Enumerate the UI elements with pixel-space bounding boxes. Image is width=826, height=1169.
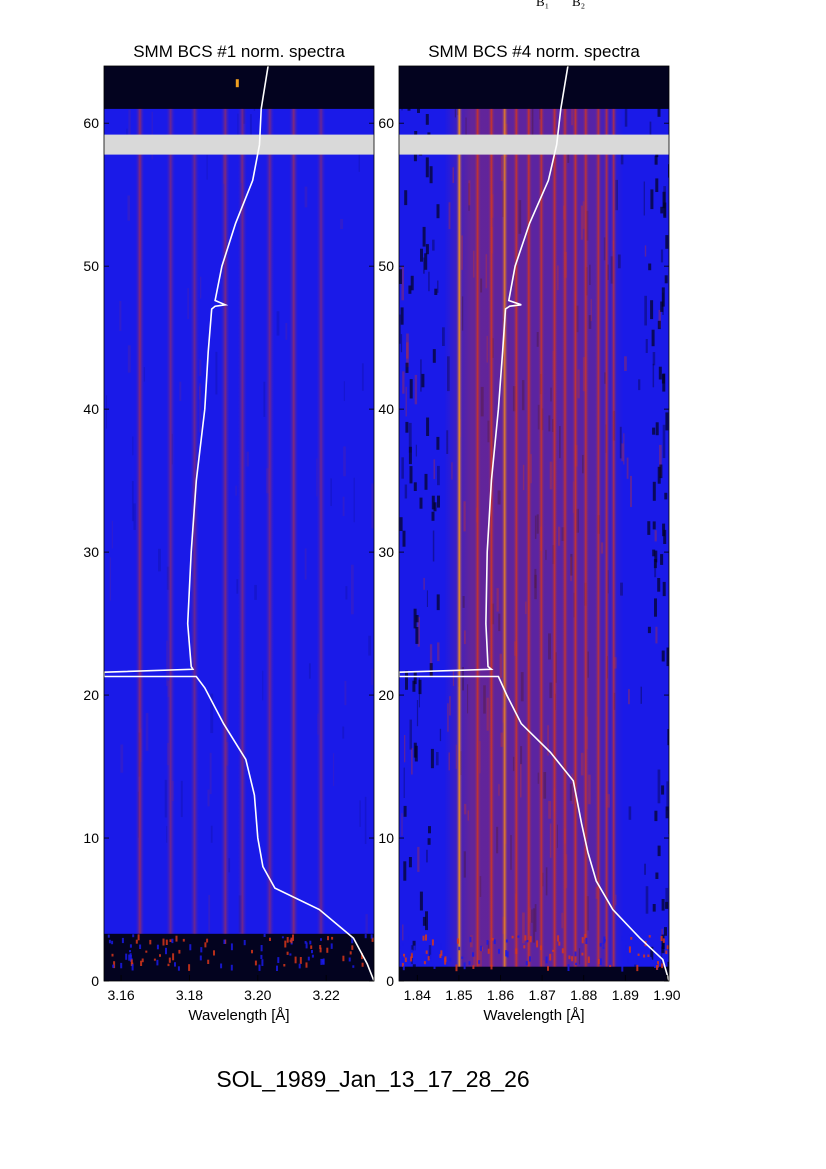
figure-caption: SOL_1989_Jan_13_17_28_26 bbox=[216, 1066, 530, 1092]
y-tick-label: 40 bbox=[83, 401, 99, 417]
spectral-line bbox=[189, 66, 200, 981]
gap-band-dark bbox=[104, 933, 374, 981]
x-tick-label: 3.22 bbox=[313, 987, 340, 1003]
spectral-line bbox=[220, 66, 231, 981]
x-tick-label: 1.88 bbox=[570, 987, 597, 1003]
y-tick-label: 0 bbox=[386, 973, 394, 989]
y-tick-label: 30 bbox=[83, 544, 99, 560]
x-axis-label: Wavelength [Å] bbox=[483, 1007, 584, 1024]
x-tick-label: 1.89 bbox=[612, 987, 639, 1003]
x-tick-label: 3.18 bbox=[176, 987, 203, 1003]
y-tick-label: 60 bbox=[378, 115, 394, 131]
gap-band-grey bbox=[104, 134, 374, 155]
spectral-line bbox=[288, 66, 299, 981]
y-tick-label: 50 bbox=[83, 258, 99, 274]
x-tick-label: 1.87 bbox=[528, 987, 555, 1003]
y-tick-label: 20 bbox=[378, 687, 394, 703]
x-axis-label: Wavelength [Å] bbox=[188, 1007, 289, 1024]
hot-pixel-marker bbox=[235, 79, 239, 88]
y-tick-label: 10 bbox=[378, 830, 394, 846]
spectra-panel-2: SMM BCS #4 norm. spectra 0 10 20 30 40 50 60 1.8… bbox=[378, 42, 680, 1024]
gap-band-dark bbox=[399, 966, 669, 981]
top-label-b2: B₂ bbox=[572, 0, 586, 9]
chart-title: SMM BCS #4 norm. spectra bbox=[428, 42, 640, 61]
gap-band-grey bbox=[399, 134, 669, 155]
y-tick-label: 0 bbox=[91, 973, 99, 989]
spectral-line bbox=[264, 66, 275, 981]
x-tick-label: 1.86 bbox=[487, 987, 514, 1003]
y-tick-label: 40 bbox=[378, 401, 394, 417]
overlay-curve bbox=[399, 66, 669, 981]
spectral-line bbox=[237, 66, 248, 981]
y-tick-label: 60 bbox=[83, 115, 99, 131]
x-tick-label: 1.84 bbox=[404, 987, 431, 1003]
plot-frame bbox=[103, 65, 375, 982]
y-tick-label: 30 bbox=[378, 544, 394, 560]
y-tick-label: 50 bbox=[378, 258, 394, 274]
spectral-line bbox=[316, 66, 326, 981]
gap-band-dark bbox=[399, 66, 669, 109]
x-tick-label: 1.85 bbox=[445, 987, 472, 1003]
x-tick-label: 3.16 bbox=[107, 987, 134, 1003]
spectral-line bbox=[134, 66, 145, 981]
emission-wash bbox=[444, 66, 624, 981]
y-tick-label: 20 bbox=[83, 687, 99, 703]
spectral-line bbox=[165, 66, 176, 981]
y-tick-label: 10 bbox=[83, 830, 99, 846]
top-label-b1: B₁ bbox=[536, 0, 550, 9]
overlay-curve bbox=[104, 66, 374, 981]
chart-title: SMM BCS #1 norm. spectra bbox=[133, 42, 345, 61]
gap-band-dark bbox=[104, 66, 374, 109]
spectra-panel-1: SMM BCS #1 norm. spectra 0 10 20 30 40 50 60 3.1… bbox=[83, 42, 375, 1024]
x-tick-label: 1.90 bbox=[653, 987, 680, 1003]
plot-frame bbox=[398, 65, 670, 982]
x-tick-label: 3.20 bbox=[244, 987, 271, 1003]
